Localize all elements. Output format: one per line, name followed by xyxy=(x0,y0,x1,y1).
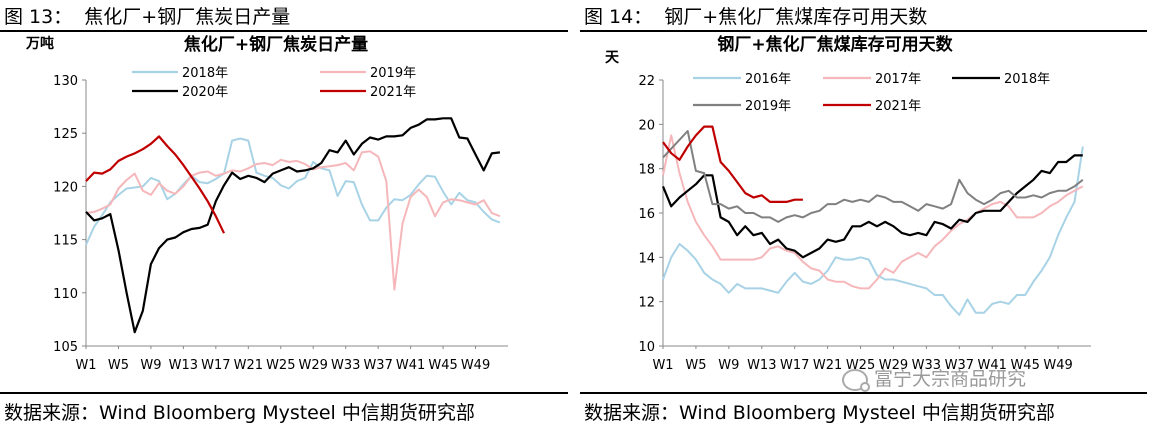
y-tick-label: 115 xyxy=(53,234,78,249)
legend-label: 2017年 xyxy=(875,72,921,87)
y-axis-unit: 天 xyxy=(605,50,620,66)
x-tick-label: W33 xyxy=(912,358,941,373)
x-tick-label: W49 xyxy=(461,358,490,373)
y-tick-label: 12 xyxy=(638,296,655,311)
x-tick-label: W5 xyxy=(108,358,129,373)
bottom-rule xyxy=(0,392,568,394)
legend-label: 2018年 xyxy=(1004,72,1050,87)
x-tick-label: W17 xyxy=(201,358,230,373)
series-line-2018年 xyxy=(85,137,501,246)
chart-title: 钢厂+焦化厂焦煤库存可用天数 xyxy=(717,34,953,55)
figure-title: 图 14： 钢厂+焦化厂焦煤库存可用天数 xyxy=(584,6,928,28)
x-tick-label: W49 xyxy=(1043,358,1072,373)
y-tick-label: 18 xyxy=(638,163,655,178)
coke-output-chart: 焦化厂+钢厂焦炭日产量 万吨 105 110 115 120 125 130 W1 W5 W9 W13… xyxy=(25,34,508,373)
watermark: 富宁大宗商品研究 xyxy=(842,364,1027,392)
series-line-2021年 xyxy=(662,125,803,203)
top-rule xyxy=(580,30,1147,32)
x-tick-label: W9 xyxy=(140,358,161,373)
chart-title: 焦化厂+钢厂焦炭日产量 xyxy=(183,34,368,55)
x-tick-label: W25 xyxy=(266,358,295,373)
x-tick-label: W45 xyxy=(1010,358,1039,373)
legend-label: 2016年 xyxy=(745,72,791,87)
x-tick-label: W45 xyxy=(428,358,457,373)
series-line-2020年 xyxy=(85,117,501,334)
series-line-2017年 xyxy=(662,134,1084,290)
x-tick-label: W29 xyxy=(879,358,908,373)
x-tick-label: W21 xyxy=(234,358,263,373)
chart-panel-coke-output: 图 13： 焦化厂+钢厂焦炭日产量 焦化厂+钢厂焦炭日产量 万吨 105 110 115… xyxy=(0,0,574,429)
series-line-2019年 xyxy=(662,130,1084,223)
y-tick-label: 22 xyxy=(638,74,655,89)
series-line-2021年 xyxy=(85,135,225,234)
x-tick-label: W41 xyxy=(978,358,1007,373)
x-tick-label: W13 xyxy=(747,358,776,373)
series-line-2019年 xyxy=(85,150,501,291)
legend-label: 2021年 xyxy=(875,99,921,114)
source-note: 数据来源：Wind Bloomberg Mysteel 中信期货研究部 xyxy=(4,402,475,424)
x-tick-label: W17 xyxy=(780,358,809,373)
x-tick-label: W37 xyxy=(945,358,974,373)
legend-label: 2018年 xyxy=(182,66,228,81)
x-tick-label: W9 xyxy=(718,358,739,373)
watermark-text: 富宁大宗商品研究 xyxy=(874,368,1027,390)
y-tick-label: 20 xyxy=(638,118,655,133)
y-tick-label: 120 xyxy=(53,180,78,195)
x-tick-label: W21 xyxy=(813,358,842,373)
x-tick-label: W41 xyxy=(396,358,425,373)
x-tick-label: W5 xyxy=(685,358,706,373)
chart-panel-coking-coal-days: 图 14： 钢厂+焦化厂焦煤库存可用天数 钢厂+焦化厂焦煤库存可用天数天 10 12… xyxy=(580,0,1153,429)
legend-label: 2021年 xyxy=(370,85,416,100)
y-tick-label: 10 xyxy=(638,340,655,355)
x-tick-label: W29 xyxy=(299,358,328,373)
series-line-2016年 xyxy=(662,146,1084,316)
wechat-icon xyxy=(842,368,870,392)
y-tick-label: 105 xyxy=(53,340,78,355)
y-axis-unit: 万吨 xyxy=(25,35,54,52)
source-note: 数据来源：Wind Bloomberg Mysteel 中信期货研究部 xyxy=(584,402,1055,424)
legend-label: 2019年 xyxy=(745,99,791,114)
figure-title: 图 13： 焦化厂+钢厂焦炭日产量 xyxy=(4,6,291,28)
y-tick-label: 14 xyxy=(638,251,655,266)
x-tick-label: W1 xyxy=(652,358,673,373)
legend-label: 2020年 xyxy=(182,85,228,100)
series-line-2018年 xyxy=(661,154,1083,259)
top-rule xyxy=(0,30,568,32)
x-tick-label: W1 xyxy=(75,358,96,373)
x-tick-label: W33 xyxy=(331,358,360,373)
y-tick-label: 110 xyxy=(53,287,78,302)
bottom-rule xyxy=(580,392,1147,394)
y-tick-label: 125 xyxy=(53,127,78,142)
legend-label: 2019年 xyxy=(370,66,416,81)
y-tick-label: 16 xyxy=(638,207,655,222)
y-tick-label: 130 xyxy=(53,74,78,89)
x-tick-label: W37 xyxy=(363,358,392,373)
x-tick-label: W13 xyxy=(169,358,198,373)
